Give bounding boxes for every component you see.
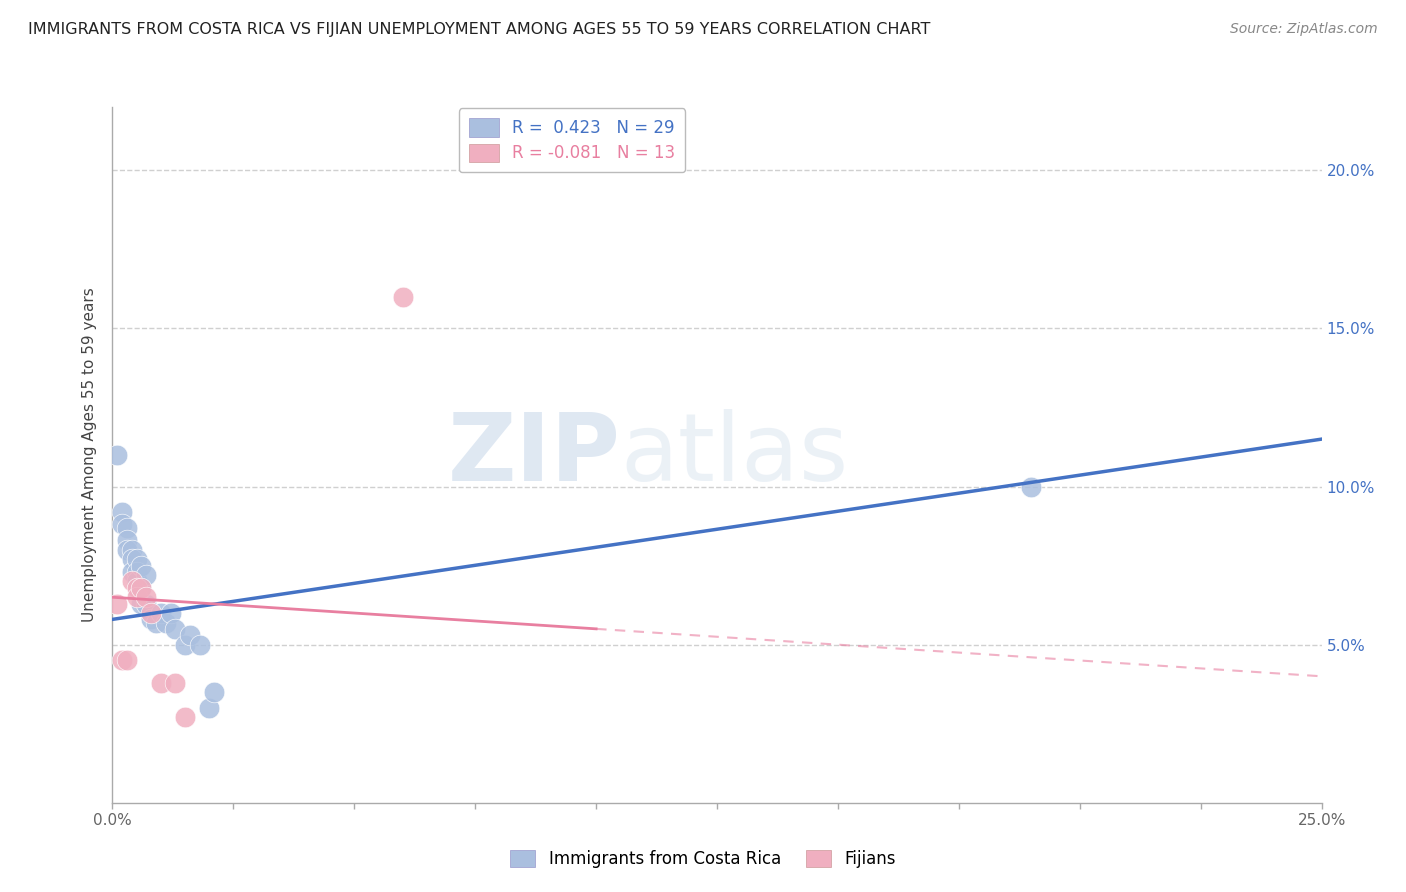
Point: [125, 591, 148, 605]
Point: [391, 290, 413, 304]
Point: [155, 615, 177, 630]
Point: [131, 581, 153, 595]
Point: [179, 628, 201, 642]
Point: [174, 710, 197, 724]
Point: [111, 505, 134, 519]
Point: [125, 552, 148, 566]
Point: [135, 568, 157, 582]
Point: [121, 574, 143, 589]
Point: [111, 517, 134, 532]
Point: [105, 448, 128, 462]
Point: [145, 615, 167, 630]
Text: atlas: atlas: [620, 409, 849, 501]
Text: IMMIGRANTS FROM COSTA RICA VS FIJIAN UNEMPLOYMENT AMONG AGES 55 TO 59 YEARS CORR: IMMIGRANTS FROM COSTA RICA VS FIJIAN UNE…: [28, 22, 931, 37]
Point: [115, 521, 138, 535]
Point: [188, 638, 211, 652]
Y-axis label: Unemployment Among Ages 55 to 59 years: Unemployment Among Ages 55 to 59 years: [82, 287, 97, 623]
Point: [1021, 479, 1043, 493]
Point: [115, 653, 138, 667]
Point: [131, 558, 153, 573]
Point: [125, 574, 148, 589]
Point: [125, 581, 148, 595]
Point: [115, 533, 138, 548]
Legend: R =  0.423   N = 29, R = -0.081   N = 13: R = 0.423 N = 29, R = -0.081 N = 13: [458, 109, 685, 172]
Point: [141, 612, 163, 626]
Point: [135, 597, 157, 611]
Point: [131, 581, 153, 595]
Text: Source: ZipAtlas.com: Source: ZipAtlas.com: [1230, 22, 1378, 37]
Point: [111, 653, 134, 667]
Point: [105, 597, 128, 611]
Point: [198, 701, 221, 715]
Point: [149, 606, 172, 620]
Point: [121, 552, 143, 566]
Point: [165, 622, 187, 636]
Point: [174, 638, 197, 652]
Legend: Immigrants from Costa Rica, Fijians: Immigrants from Costa Rica, Fijians: [503, 843, 903, 875]
Point: [149, 675, 172, 690]
Point: [121, 565, 143, 579]
Point: [125, 565, 148, 579]
Point: [135, 591, 157, 605]
Point: [202, 685, 225, 699]
Text: ZIP: ZIP: [447, 409, 620, 501]
Point: [131, 597, 153, 611]
Point: [115, 542, 138, 557]
Point: [121, 542, 143, 557]
Point: [159, 606, 181, 620]
Point: [141, 606, 163, 620]
Point: [165, 675, 187, 690]
